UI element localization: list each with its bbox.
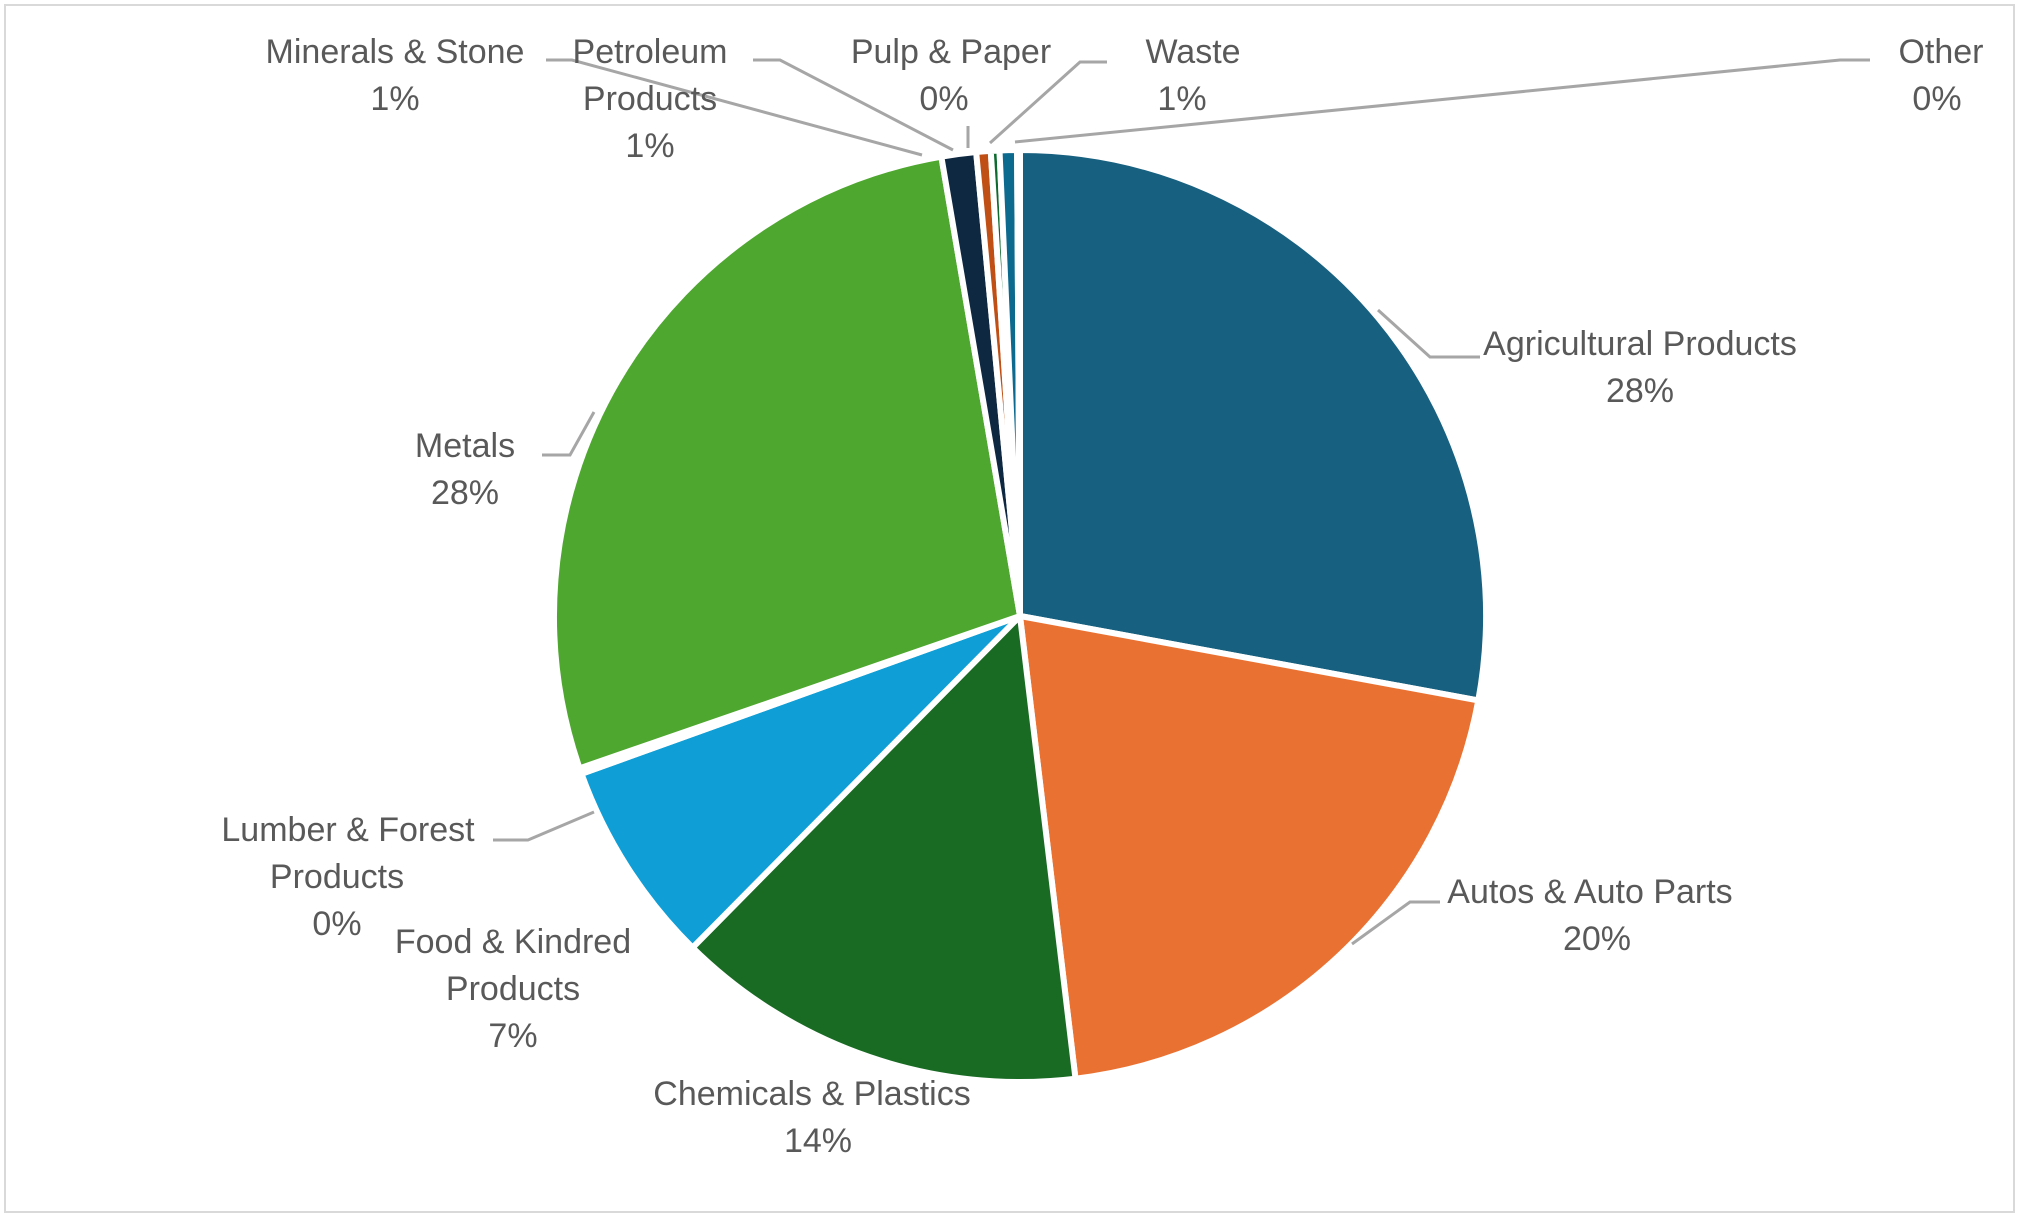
pie-slices [551,147,1489,1085]
data-label-category: Lumber & Forest [221,811,475,849]
data-label-percent: 14% [784,1122,852,1160]
data-label-petroleum-products: Petroleum Products 1% [573,33,728,165]
data-label-category: Food & Kindred [395,923,631,961]
data-label-percent: 1% [625,127,674,165]
leader-line-agricultural-products [1376,308,1480,359]
data-label-category: Petroleum [573,33,728,71]
data-label-category: Pulp & Paper [851,33,1051,71]
data-label-category: Minerals & Stone [266,33,525,71]
data-label-lumber-and-forest-products: Lumber & Forest Products 0% [221,811,475,943]
pie-slice-food-and-kindred-products [578,613,1023,951]
leader-line-waste [988,60,1107,145]
pie-slice-other [1014,147,1023,619]
data-label-category: Waste [1145,33,1240,71]
data-label-percent: 0% [312,905,361,943]
data-label-percent: 0% [1912,80,1961,118]
data-label-percent: 1% [370,80,419,118]
leader-line-metals [542,411,596,457]
pie-slice-chemicals-and-plastics [689,613,1079,1085]
leader-lines [493,58,1870,946]
leader-line-lumber-and-forest-products [493,810,595,842]
data-label-pulp-and-paper: Pulp & Paper 0% [851,33,1051,118]
pie-slice-autos-and-auto-parts [1017,613,1482,1082]
pie-slice-agricultural-products [1017,147,1489,704]
data-label-percent: 7% [488,1017,537,1055]
data-label-minerals-and-stone: Minerals & Stone 1% [266,33,525,118]
data-label-autos-and-auto-parts: Autos & Auto Parts 20% [1447,873,1732,958]
data-label-percent: 20% [1563,920,1631,958]
data-label-agricultural-products: Agricultural Products 28% [1483,325,1797,410]
data-label-food-and-kindred-products: Food & Kindred Products 7% [395,923,631,1055]
data-label-category: Other [1898,33,1983,71]
data-label-category: Autos & Auto Parts [1447,873,1732,911]
leader-line-autos-and-auto-parts [1351,900,1440,946]
data-label-category: Chemicals & Plastics [653,1075,970,1113]
data-label-category: Products [270,858,404,896]
data-label-percent: 1% [1157,80,1206,118]
leader-line-other [1014,58,1870,144]
data-label-category: Products [583,80,717,118]
data-label-percent: 28% [1606,372,1674,410]
data-label-percent: 0% [919,80,968,118]
pie-slice-metals [551,153,1023,772]
leader-line-petroleum-products [753,58,954,152]
data-label-category: Products [446,970,580,1008]
data-label-metals: Metals 28% [415,427,515,512]
data-label-percent: 28% [431,474,499,512]
leader-line-minerals-and-stone [546,58,923,157]
data-label-other: Other 0% [1898,33,1983,118]
data-label-waste: Waste 1% [1145,33,1240,118]
data-label-category: Metals [415,427,515,465]
data-labels: Agricultural Products 28% Autos & Auto Par… [221,33,1983,1160]
data-label-category: Agricultural Products [1483,325,1797,363]
data-label-chemicals-and-plastics: Chemicals & Plastics 14% [653,1075,970,1160]
